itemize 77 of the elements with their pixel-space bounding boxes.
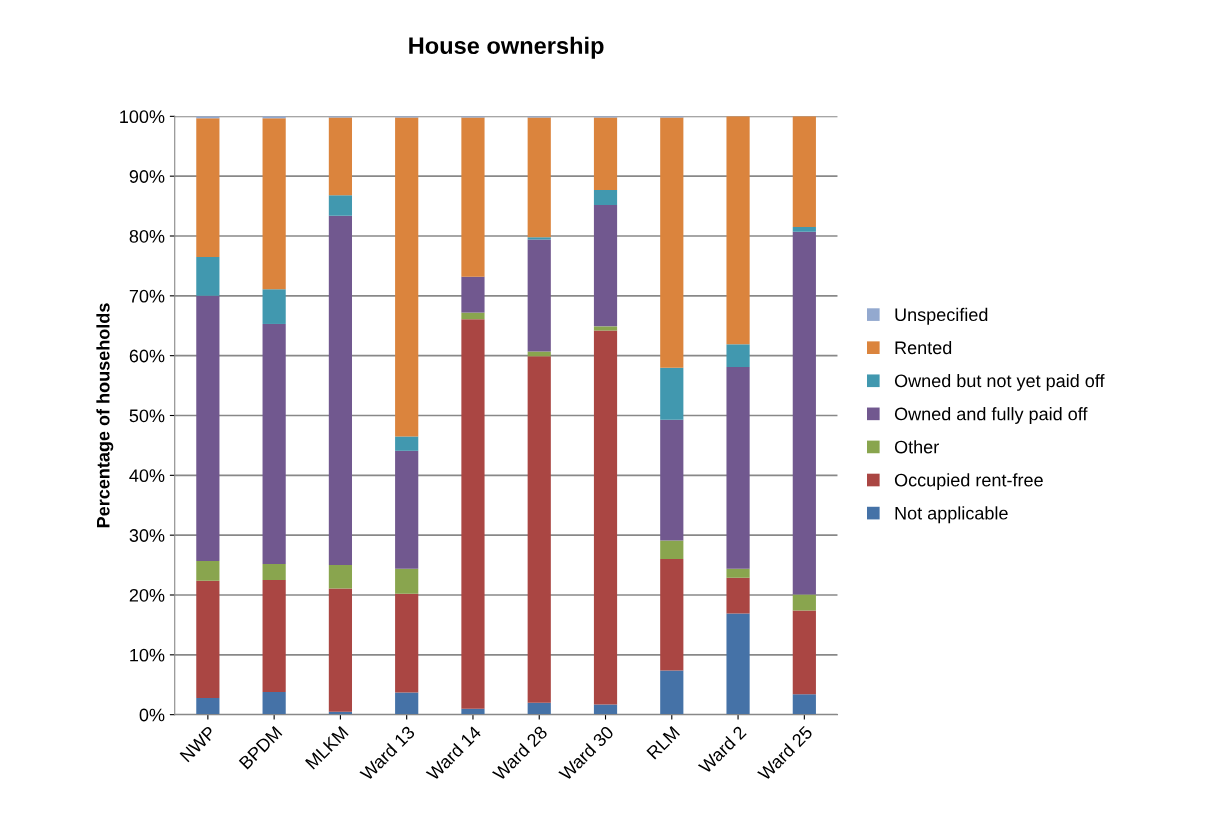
- bar: [726, 577, 750, 614]
- y-tick-label: 0%: [139, 708, 165, 722]
- bar: [328, 588, 353, 712]
- bar: [262, 118, 286, 290]
- bar: [792, 610, 816, 695]
- y-tick-label: 100%: [120, 110, 165, 124]
- bar: [262, 580, 286, 692]
- bar: [196, 118, 220, 257]
- bar: [593, 204, 618, 327]
- legend-label: Rented: [895, 340, 952, 355]
- bar: [660, 367, 684, 420]
- bar: [262, 691, 286, 715]
- bar: [792, 231, 816, 595]
- bar: [196, 256, 220, 296]
- bar: [792, 694, 816, 715]
- y-tick-label: 80%: [129, 229, 165, 243]
- bar: [792, 227, 816, 232]
- bar: [461, 319, 485, 709]
- chart-title: House ownership: [409, 36, 604, 59]
- bar: [395, 117, 419, 437]
- bar: [461, 312, 485, 320]
- bar: [527, 237, 551, 240]
- bar: [726, 344, 750, 368]
- bar: [726, 367, 750, 569]
- bar: [328, 215, 353, 566]
- bar: [792, 594, 816, 611]
- bar: [196, 560, 220, 581]
- legend-label: Other: [894, 440, 939, 454]
- bar: [726, 613, 750, 715]
- bar: [593, 189, 618, 205]
- y-tick-label: 50%: [129, 409, 165, 423]
- y-tick-label: 60%: [129, 349, 165, 363]
- bar: [395, 692, 419, 715]
- bar: [593, 330, 618, 705]
- bar: [593, 117, 618, 190]
- bar: [461, 276, 485, 313]
- legend-label: Unspecified: [895, 307, 988, 325]
- legend-label: Occupied rent-free: [894, 473, 1043, 491]
- bar: [196, 580, 220, 698]
- bar: [262, 563, 286, 581]
- bar: [461, 117, 485, 277]
- bar: [395, 450, 419, 569]
- bar: [328, 117, 353, 196]
- bar: [395, 568, 419, 594]
- bar: [262, 289, 286, 324]
- y-tick-label: 70%: [129, 289, 165, 303]
- bar: [660, 559, 684, 671]
- bar: [593, 326, 618, 331]
- bar: [328, 195, 353, 216]
- bar: [527, 239, 551, 352]
- bar: [726, 116, 750, 345]
- bar: [196, 697, 220, 715]
- bar: [527, 351, 551, 357]
- y-tick-label: 20%: [129, 588, 165, 602]
- bar: [593, 704, 618, 715]
- legend-label: Owned but not yet paid off: [894, 374, 1105, 391]
- bar: [660, 670, 684, 715]
- legend-label: Not applicable: [895, 506, 1008, 524]
- bar: [262, 323, 286, 564]
- y-axis-title: Percentage of households: [96, 303, 114, 528]
- y-tick-label: 90%: [129, 170, 165, 183]
- bar: [395, 593, 419, 693]
- bar: [527, 356, 551, 703]
- y-tick-label: 40%: [129, 469, 165, 483]
- bar: [196, 295, 220, 561]
- legend-label: Owned and fully paid off: [894, 407, 1088, 424]
- bar: [527, 702, 551, 715]
- bar: [726, 568, 750, 578]
- bar: [660, 540, 684, 560]
- bar: [395, 436, 419, 451]
- y-tick-label: 10%: [130, 648, 165, 662]
- bar: [792, 116, 816, 228]
- bar: [660, 419, 684, 541]
- bar: [328, 565, 353, 589]
- bar: [660, 117, 684, 368]
- bar: [527, 117, 551, 238]
- y-tick-label: 30%: [129, 529, 165, 542]
